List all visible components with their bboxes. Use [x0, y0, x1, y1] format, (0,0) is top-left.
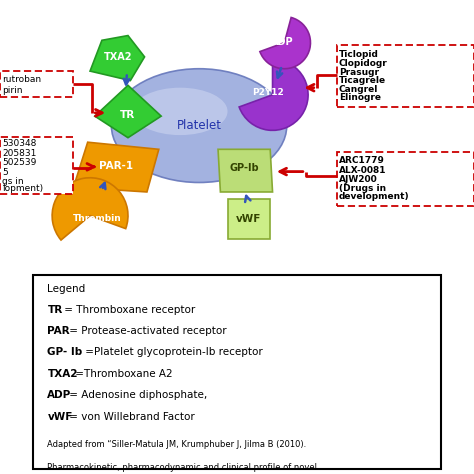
Ellipse shape	[111, 69, 287, 182]
Text: TR: TR	[47, 305, 63, 315]
Text: Ticagrele: Ticagrele	[339, 76, 386, 85]
Text: 205831: 205831	[2, 149, 36, 157]
FancyBboxPatch shape	[0, 137, 73, 194]
Text: PAR: PAR	[47, 326, 70, 336]
Text: = Protease-activated receptor: = Protease-activated receptor	[66, 326, 227, 336]
Polygon shape	[90, 36, 145, 81]
FancyBboxPatch shape	[0, 71, 73, 97]
Ellipse shape	[133, 88, 228, 135]
Text: Legend: Legend	[47, 284, 86, 294]
Text: =Thromboxane A2: =Thromboxane A2	[72, 369, 172, 379]
Text: = Adenosine diphosphate,: = Adenosine diphosphate,	[66, 390, 207, 400]
Wedge shape	[239, 59, 308, 130]
Text: vWF: vWF	[47, 411, 73, 421]
Text: Pharmacokinetic, pharmacodynamic and clinical profile of novel: Pharmacokinetic, pharmacodynamic and cli…	[47, 463, 318, 472]
Polygon shape	[228, 199, 270, 239]
Text: GP- Ib: GP- Ib	[47, 347, 82, 357]
Text: Cangrel: Cangrel	[339, 85, 378, 93]
Text: Clopidogr: Clopidogr	[339, 59, 388, 68]
Wedge shape	[260, 18, 310, 69]
Text: P2Y12: P2Y12	[252, 88, 283, 97]
Text: Prasugr: Prasugr	[339, 68, 379, 76]
Text: Adapted from “Siller-Matula JM, Krumphuber J, Jilma B (2010).: Adapted from “Siller-Matula JM, Krumphub…	[47, 440, 307, 449]
Text: PAR-1: PAR-1	[99, 161, 133, 171]
Text: Thrombin: Thrombin	[73, 214, 121, 222]
Polygon shape	[95, 85, 161, 138]
Wedge shape	[52, 178, 128, 240]
Text: = von Willebrand Factor: = von Willebrand Factor	[66, 411, 195, 421]
Text: development): development)	[339, 192, 410, 201]
FancyBboxPatch shape	[337, 152, 474, 206]
Text: ARC1779: ARC1779	[339, 156, 385, 165]
Text: Elinogre: Elinogre	[339, 93, 381, 102]
Text: pirin: pirin	[2, 86, 22, 94]
Text: Platelet: Platelet	[177, 119, 221, 132]
Text: TXA2: TXA2	[47, 369, 78, 379]
Polygon shape	[73, 142, 159, 192]
Text: (Drugs in: (Drugs in	[339, 184, 386, 192]
Text: ADP: ADP	[47, 390, 72, 400]
Text: lopment): lopment)	[2, 184, 43, 193]
Text: vWF: vWF	[236, 214, 262, 225]
Text: 5: 5	[2, 168, 8, 176]
Text: ADP: ADP	[271, 36, 293, 47]
Text: Ticlopid: Ticlopid	[339, 50, 379, 58]
Text: gs in: gs in	[2, 177, 24, 186]
Text: = Thromboxane receptor: = Thromboxane receptor	[61, 305, 195, 315]
Polygon shape	[218, 149, 273, 192]
Text: =Platelet glycoprotein-Ib receptor: =Platelet glycoprotein-Ib receptor	[82, 347, 263, 357]
Text: TXA2: TXA2	[104, 52, 133, 62]
Text: ALX-0081: ALX-0081	[339, 166, 386, 174]
Text: GP-Ib: GP-Ib	[229, 163, 259, 173]
Text: 530348: 530348	[2, 139, 36, 148]
Text: 502539: 502539	[2, 158, 36, 167]
Text: AJW200: AJW200	[339, 175, 378, 184]
Text: TR: TR	[120, 110, 136, 120]
FancyBboxPatch shape	[33, 275, 441, 469]
Text: rutroban: rutroban	[2, 75, 41, 84]
FancyBboxPatch shape	[337, 45, 474, 107]
